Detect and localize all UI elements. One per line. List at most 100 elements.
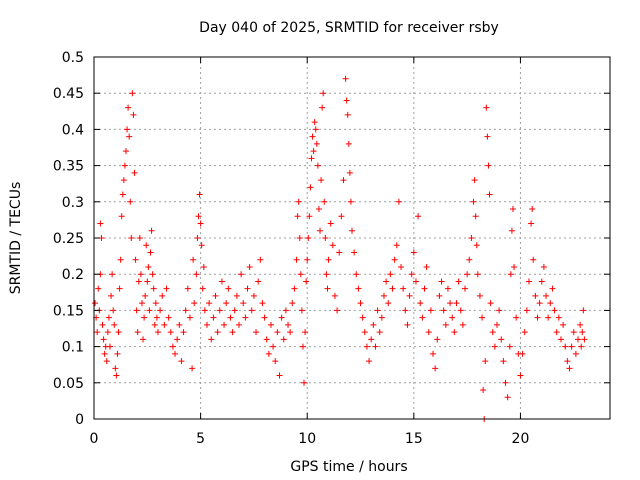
- data-point: [119, 191, 126, 198]
- data-point: [480, 387, 487, 394]
- data-point: [145, 263, 152, 270]
- data-point: [395, 198, 402, 205]
- data-point: [398, 263, 405, 270]
- data-point: [466, 256, 473, 263]
- data-point: [248, 307, 255, 314]
- data-point: [325, 256, 332, 263]
- data-point: [464, 271, 471, 278]
- data-point: [346, 169, 353, 176]
- data-point: [387, 271, 394, 278]
- data-point: [97, 220, 104, 227]
- data-point: [103, 358, 110, 365]
- data-point: [159, 292, 166, 299]
- data-point: [280, 336, 287, 343]
- data-point: [199, 285, 206, 292]
- data-point: [104, 329, 111, 336]
- data-point: [449, 314, 456, 321]
- data-point: [193, 271, 200, 278]
- data-point: [368, 336, 375, 343]
- data-point: [511, 263, 518, 270]
- data-point: [163, 285, 170, 292]
- data-point: [153, 314, 160, 321]
- data-point: [314, 162, 321, 169]
- data-point: [412, 278, 419, 285]
- data-point: [240, 300, 247, 307]
- data-point: [148, 227, 155, 234]
- data-point: [186, 314, 193, 321]
- data-point: [174, 336, 181, 343]
- data-point: [361, 329, 368, 336]
- data-point: [421, 285, 428, 292]
- data-point: [190, 256, 197, 263]
- data-point: [376, 329, 383, 336]
- data-point: [566, 365, 573, 372]
- data-point: [142, 292, 149, 299]
- data-point: [580, 307, 587, 314]
- data-point: [257, 256, 264, 263]
- data-point: [191, 300, 198, 307]
- data-point: [141, 314, 148, 321]
- data-point: [151, 321, 158, 328]
- data-point: [577, 321, 584, 328]
- data-point: [121, 162, 128, 169]
- data-point: [126, 133, 133, 140]
- data-point: [555, 314, 562, 321]
- data-point: [154, 329, 161, 336]
- data-point: [436, 292, 443, 299]
- data-point: [294, 213, 301, 220]
- data-point: [378, 314, 385, 321]
- data-point: [451, 329, 458, 336]
- data-point: [331, 292, 338, 299]
- data-point: [117, 256, 124, 263]
- data-point: [417, 300, 424, 307]
- data-point: [519, 350, 526, 357]
- data-point: [528, 220, 535, 227]
- data-point: [389, 285, 396, 292]
- data-point: [303, 278, 310, 285]
- data-point: [383, 278, 390, 285]
- data-point: [557, 336, 564, 343]
- data-point: [131, 169, 138, 176]
- x-axis-label: GPS time / hours: [290, 459, 407, 475]
- data-point: [357, 300, 364, 307]
- data-point: [496, 307, 503, 314]
- data-point: [410, 249, 417, 256]
- data-point: [536, 300, 543, 307]
- data-point: [309, 133, 316, 140]
- data-point: [282, 307, 289, 314]
- data-point: [324, 285, 331, 292]
- data-point: [509, 206, 516, 213]
- data-point: [491, 343, 498, 350]
- data-point: [493, 321, 500, 328]
- data-point: [353, 271, 360, 278]
- data-point: [447, 300, 454, 307]
- data-point: [206, 300, 213, 307]
- data-point: [523, 307, 530, 314]
- data-point: [110, 307, 117, 314]
- data-point: [196, 191, 203, 198]
- data-point: [242, 314, 249, 321]
- data-point: [263, 336, 270, 343]
- grid-lines: [94, 57, 610, 419]
- data-point: [486, 191, 493, 198]
- data-point: [197, 220, 204, 227]
- data-point: [310, 148, 317, 155]
- data-point: [476, 292, 483, 299]
- y-tick-label: 0.05: [53, 376, 84, 392]
- data-point: [338, 213, 345, 220]
- data-point: [99, 321, 106, 328]
- data-point: [415, 213, 422, 220]
- data-point: [184, 285, 191, 292]
- y-tick-label: 0.4: [62, 122, 84, 138]
- data-point: [293, 256, 300, 263]
- data-point: [319, 104, 326, 111]
- data-point: [581, 336, 588, 343]
- data-point: [189, 365, 196, 372]
- data-point: [259, 300, 266, 307]
- data-point: [455, 278, 462, 285]
- data-point: [130, 111, 137, 118]
- data-point: [301, 379, 308, 386]
- data-point: [385, 300, 392, 307]
- data-point: [323, 271, 330, 278]
- data-point: [311, 119, 318, 126]
